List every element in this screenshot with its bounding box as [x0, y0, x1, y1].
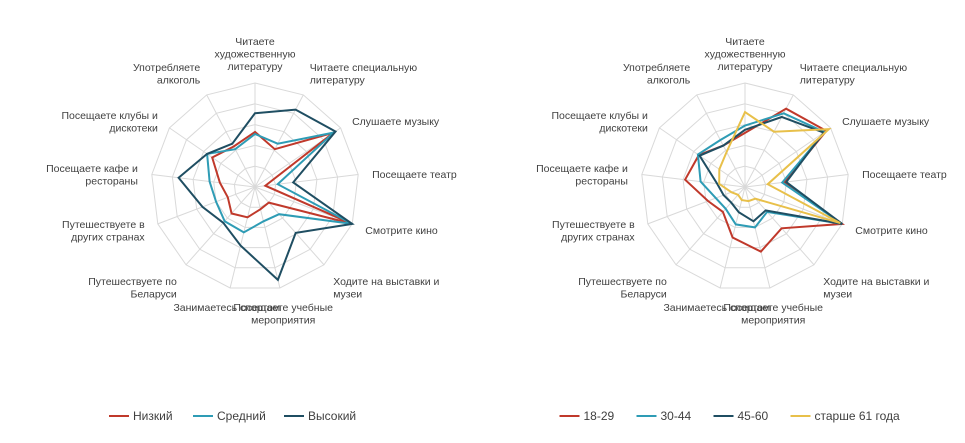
series-line-старше 61 года	[718, 110, 841, 225]
grid-spoke	[641, 174, 746, 188]
legend-item: 30-44	[636, 409, 692, 423]
grid-ring	[703, 144, 787, 228]
legend-label: старше 61 года	[815, 409, 901, 423]
grid-ring	[723, 165, 767, 208]
axis-label: Путешествуете в других странах	[62, 219, 145, 244]
axis-label: Слушаете музыку	[352, 116, 440, 128]
grid-spoke	[185, 186, 256, 266]
grid-spoke	[744, 127, 831, 188]
legend-item: 18-29	[559, 409, 615, 423]
axis-label: Употребляете алкоголь	[133, 62, 201, 87]
axis-label: Занимаетесь спортом	[663, 302, 770, 314]
axis-label: Читаете специальную литературу	[310, 62, 417, 87]
legend-label: 18-29	[584, 409, 615, 423]
legend-label: 30-44	[661, 409, 692, 423]
axis-label: Ходите на выставки и музеи	[823, 276, 929, 301]
axis-label: Путешествуете в других странах	[552, 219, 635, 244]
axis-label: Смотрите кино	[855, 225, 928, 237]
series-line-45-60	[698, 115, 843, 225]
axis-label: Путешествуете по Беларуси	[578, 276, 667, 301]
series-line-Низкий	[210, 130, 353, 225]
legend-item: Средний	[193, 409, 266, 423]
grid-ring	[641, 82, 849, 289]
axis-label: Употребляете алкоголь	[623, 62, 691, 87]
grid-ring	[151, 82, 359, 289]
legend-label: 45-60	[738, 409, 769, 423]
grid-spoke	[254, 186, 281, 289]
axis-label: Посещаете учебные мероприятия	[723, 302, 823, 327]
series-line-Высокий	[177, 108, 355, 282]
legend: 18-29 30-44 45-60 старше 61 года	[559, 409, 901, 423]
grid-spoke	[744, 174, 849, 188]
axis-label: Посещаете театр	[862, 169, 947, 181]
axis-label: Посещаете учебные мероприятия	[233, 302, 333, 327]
grid-spoke	[659, 127, 746, 188]
grid-ring	[171, 103, 339, 269]
axis-label: Посещаете театр	[372, 169, 457, 181]
radar-chart-2: Читаете художественную литературу Читаете с…	[536, 36, 947, 423]
grid-spoke	[744, 186, 843, 225]
grid-spoke	[675, 186, 746, 266]
legend-label: Низкий	[133, 409, 173, 423]
axis-label: Посещаете клубы и дискотеки	[61, 110, 158, 135]
axis-label: Читаете художественную литературу	[215, 36, 296, 73]
grid-ring	[233, 165, 277, 208]
grid-spoke	[254, 174, 359, 188]
grid-spoke	[647, 186, 746, 225]
axis-label: Смотрите кино	[365, 225, 438, 237]
axis-label: Читаете специальную литературу	[800, 62, 907, 87]
axis-label: Читаете художественную литературу	[705, 36, 786, 73]
grid-spoke	[157, 186, 256, 225]
radar-chart-1: Читаете художественную литературу Читаете с…	[46, 36, 457, 423]
legend: Низкий Средний Высокий	[109, 409, 356, 423]
grid-spoke	[151, 174, 256, 188]
axis-label: Занимаетесь спортом	[173, 302, 280, 314]
axis-label: Ходите на выставки и музеи	[333, 276, 439, 301]
legend-item: 45-60	[713, 409, 769, 423]
axis-label: Посещаете кафе и рестораны	[46, 163, 138, 188]
legend-item: старше 61 года	[790, 409, 901, 423]
series-line-Средний	[206, 130, 353, 234]
grid-ring	[661, 103, 829, 269]
grid-spoke	[206, 94, 256, 188]
legend-label: Средний	[217, 409, 266, 423]
grid-spoke	[696, 94, 746, 188]
grid-spoke	[254, 186, 325, 266]
legend-item: Низкий	[109, 409, 173, 423]
legend-item: Высокий	[284, 409, 356, 423]
grid-spoke	[229, 186, 256, 289]
axis-label: Посещаете кафе и рестораны	[536, 163, 628, 188]
legend-label: Высокий	[308, 409, 356, 423]
axis-label: Путешествуете по Беларуси	[88, 276, 177, 301]
axis-label: Посещаете клубы и дискотеки	[551, 110, 648, 135]
axis-label: Слушаете музыку	[842, 116, 930, 128]
grid-spoke	[744, 186, 771, 289]
